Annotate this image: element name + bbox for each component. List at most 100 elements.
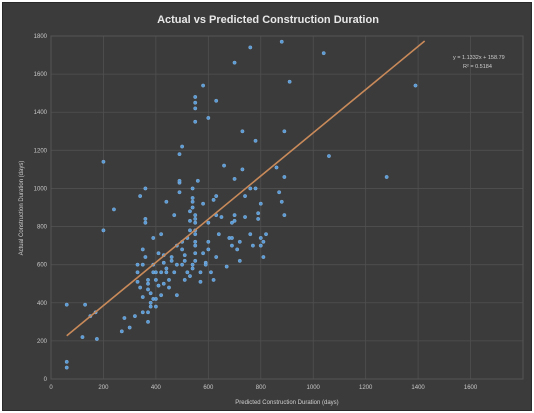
data-point <box>230 220 234 225</box>
data-point <box>256 217 261 221</box>
data-point <box>193 213 198 218</box>
data-point <box>282 175 287 179</box>
data-point <box>64 359 69 364</box>
trendline-equation: y = 1.1332x + 158.79 <box>453 55 505 61</box>
data-point <box>193 251 198 256</box>
gridlines <box>51 36 523 379</box>
data-point <box>274 165 279 170</box>
data-point <box>190 262 195 267</box>
data-point <box>135 279 140 284</box>
data-point <box>146 287 150 292</box>
data-point <box>190 266 195 271</box>
data-point <box>138 285 143 290</box>
data-point <box>143 217 148 221</box>
y-tick-label: 800 <box>37 225 48 231</box>
y-tick-label: 0 <box>44 377 48 383</box>
data-point <box>180 262 185 267</box>
data-point <box>167 285 171 290</box>
data-point <box>143 186 148 191</box>
data-point <box>161 281 166 286</box>
data-point <box>190 199 195 204</box>
data-point <box>143 255 148 259</box>
data-point <box>153 304 158 309</box>
data-point <box>193 243 198 248</box>
data-point <box>232 177 237 181</box>
trendline <box>66 40 426 337</box>
data-point <box>164 266 169 271</box>
data-point <box>146 319 150 324</box>
data-point <box>201 251 205 256</box>
data-point <box>230 243 234 248</box>
data-point <box>172 213 177 218</box>
data-point <box>235 247 240 252</box>
data-point <box>209 270 213 275</box>
y-tick-label: 600 <box>37 263 48 269</box>
data-point <box>140 295 145 299</box>
x-tick-label: 0 <box>49 385 53 391</box>
data-point <box>282 129 287 134</box>
data-point <box>258 201 263 206</box>
data-point <box>146 278 150 282</box>
trendline-r2: R² = 0.5184 <box>463 64 492 70</box>
y-tick-label: 200 <box>37 339 48 345</box>
data-point <box>140 310 145 315</box>
data-point <box>177 190 182 195</box>
data-point <box>193 106 198 111</box>
data-point <box>188 209 192 214</box>
data-point <box>112 207 116 212</box>
data-point <box>253 186 258 191</box>
data-point <box>256 211 261 216</box>
data-point <box>80 335 85 339</box>
data-point <box>148 304 153 309</box>
data-point <box>159 270 164 275</box>
data-point <box>164 199 169 204</box>
data-point <box>180 144 185 149</box>
data-point <box>203 262 208 267</box>
data-point <box>219 215 224 219</box>
data-point <box>64 302 69 307</box>
data-point <box>143 220 148 225</box>
data-point <box>261 239 266 244</box>
data-point <box>193 258 198 263</box>
data-point <box>206 239 211 244</box>
data-point <box>135 262 140 267</box>
data-point <box>214 98 219 103</box>
data-point <box>193 95 198 99</box>
y-tick-label: 1600 <box>34 72 48 78</box>
data-point <box>101 159 106 164</box>
data-point <box>248 232 253 237</box>
data-point <box>216 232 221 237</box>
data-point <box>258 243 263 248</box>
data-point <box>232 213 237 218</box>
x-axis-label: Predicted Construction Duration (days) <box>235 400 338 406</box>
data-point <box>258 236 263 240</box>
data-point <box>198 270 203 275</box>
data-point <box>153 297 158 301</box>
data-point <box>146 281 150 286</box>
data-point <box>279 39 284 44</box>
data-point <box>251 243 255 248</box>
data-point <box>83 302 87 307</box>
data-point <box>206 247 211 252</box>
data-point <box>198 279 203 284</box>
data-point <box>94 337 99 341</box>
axis-ticks: 0 200 400 600 800 1000 1200 1400 1600 1800 0 200 400… <box>34 34 478 391</box>
data-point <box>240 129 245 134</box>
y-tick-label: 1200 <box>34 148 48 154</box>
data-point <box>224 264 229 269</box>
data-point <box>327 154 331 158</box>
data-point <box>193 232 198 237</box>
data-point <box>240 167 245 172</box>
data-point <box>161 260 166 265</box>
data-point <box>188 228 192 233</box>
data-point <box>135 270 140 275</box>
data-point <box>264 232 268 237</box>
data-point <box>206 116 211 120</box>
data-point <box>282 213 287 218</box>
data-point <box>413 83 418 88</box>
y-axis-label: Actual Construction Duration (days) <box>19 161 25 256</box>
data-point <box>188 218 192 223</box>
data-point <box>214 194 219 198</box>
data-point <box>159 232 164 237</box>
data-point <box>180 247 185 252</box>
